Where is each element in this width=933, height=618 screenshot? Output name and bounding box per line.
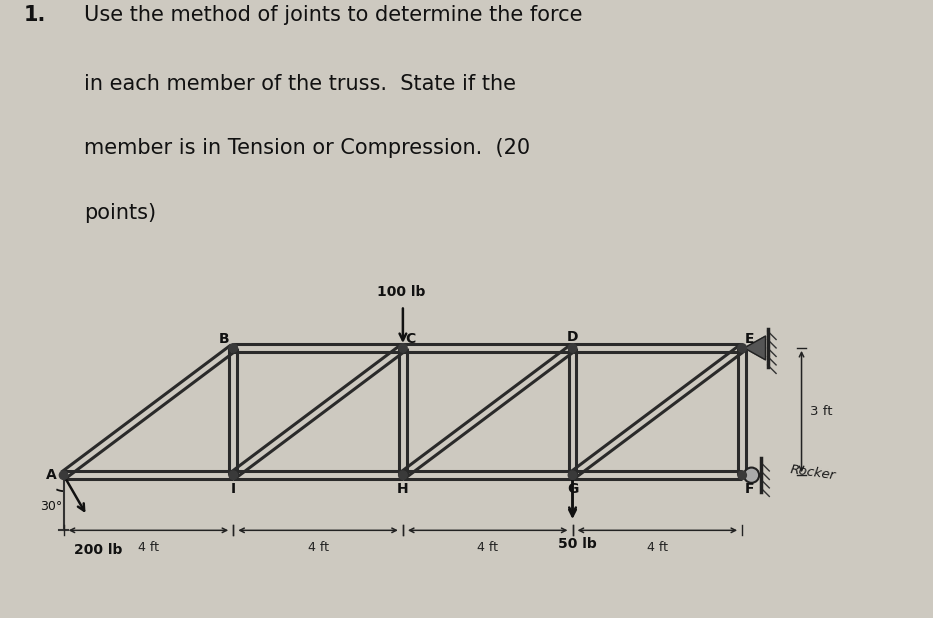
Text: G: G	[567, 482, 578, 496]
Circle shape	[60, 471, 68, 480]
Text: B: B	[218, 332, 230, 345]
Circle shape	[398, 344, 407, 352]
Circle shape	[229, 344, 238, 352]
Circle shape	[398, 471, 407, 480]
Text: 4 ft: 4 ft	[647, 541, 668, 554]
Text: 50 lb: 50 lb	[558, 536, 596, 551]
Text: I: I	[230, 482, 236, 496]
Text: 4 ft: 4 ft	[308, 541, 328, 554]
Circle shape	[738, 471, 746, 480]
Text: 4 ft: 4 ft	[477, 541, 498, 554]
Text: in each member of the truss.  State if the: in each member of the truss. State if th…	[84, 74, 516, 94]
Text: A: A	[46, 468, 56, 482]
Circle shape	[568, 344, 577, 352]
Text: E: E	[745, 332, 755, 345]
Text: 1.: 1.	[23, 5, 46, 25]
Text: member is in Tension or Compression.  (20: member is in Tension or Compression. (20	[84, 138, 530, 158]
Text: Use the method of joints to determine the force: Use the method of joints to determine th…	[84, 5, 582, 25]
Text: 3 ft: 3 ft	[810, 405, 832, 418]
Polygon shape	[745, 336, 765, 360]
Circle shape	[229, 471, 238, 480]
Text: 200 lb: 200 lb	[75, 543, 122, 557]
Text: H: H	[397, 482, 409, 496]
Text: C: C	[406, 332, 415, 345]
Circle shape	[738, 344, 746, 352]
Circle shape	[744, 468, 759, 483]
Circle shape	[568, 471, 577, 480]
Text: points): points)	[84, 203, 156, 222]
Text: 100 lb: 100 lb	[378, 285, 425, 299]
Text: D: D	[566, 331, 578, 344]
Text: 30°: 30°	[40, 500, 63, 513]
Text: F: F	[745, 482, 755, 496]
Text: Rocker: Rocker	[788, 463, 836, 483]
Text: 4 ft: 4 ft	[138, 541, 159, 554]
